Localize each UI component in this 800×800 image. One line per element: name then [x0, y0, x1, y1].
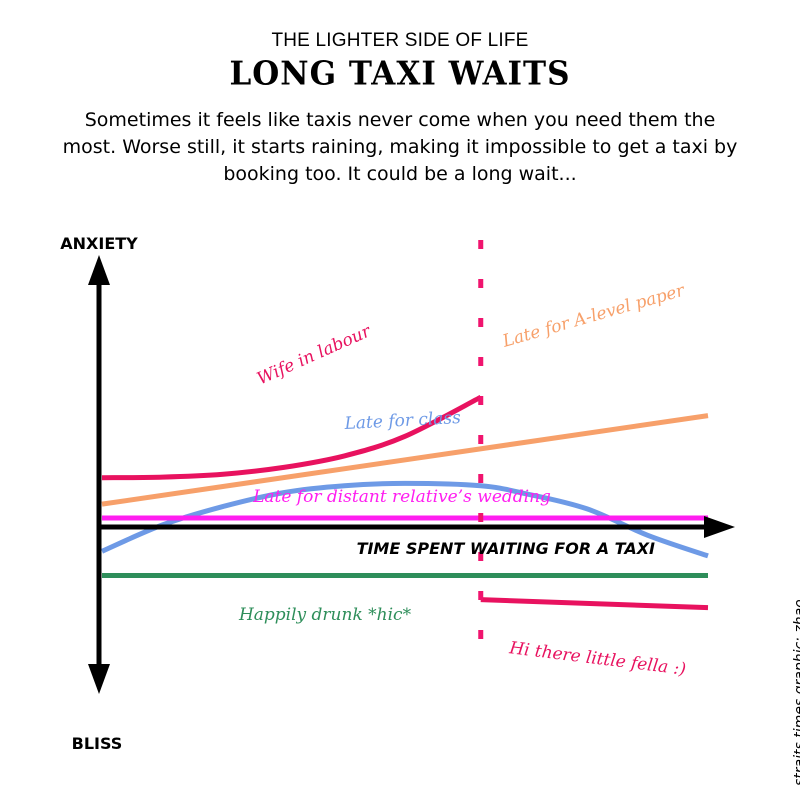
- y-axis-arrow-up: [88, 255, 110, 285]
- series-label-hi-there-little-fella: Hi there little fella :): [507, 638, 687, 680]
- subtitle: Sometimes it feels like taxis never come…: [62, 109, 738, 185]
- series-label-late-for-class: Late for class: [343, 408, 461, 434]
- y-axis-label-bottom: BLISS: [72, 734, 123, 753]
- series-label-late-for-distant-relative-s-wedding: Late for distant relative’s wedding: [252, 487, 551, 507]
- axes-layer: [88, 255, 735, 694]
- page-title: LONG TAXI WAITS: [229, 55, 571, 93]
- x-axis-arrow: [704, 516, 735, 538]
- label-layer: ANXIETY BLISS TIME SPENT WAITING FOR A TAX…: [60, 234, 687, 753]
- series-line-late-for-a-level-paper: [101, 413, 709, 507]
- x-axis-label: TIME SPENT WAITING FOR A TAXI: [357, 539, 655, 558]
- credit: straits times graphic: zhao: [792, 599, 800, 786]
- series-layer: [101, 240, 709, 648]
- series-line-hi-there-little-fella: [480, 597, 709, 611]
- series-line-wife-in-labour: [101, 394, 482, 481]
- y-axis-label-top: ANXIETY: [60, 234, 138, 253]
- series-label-happily-drunk-hic: Happily drunk *hic*: [238, 605, 412, 625]
- series-label-late-for-a-level-paper: Late for A-level paper: [500, 280, 688, 352]
- series-label-wife-in-labour: Wife in labour: [254, 321, 374, 389]
- y-axis-arrow-down: [88, 664, 110, 694]
- kicker: THE LIGHTER SIDE OF LIFE: [271, 30, 529, 51]
